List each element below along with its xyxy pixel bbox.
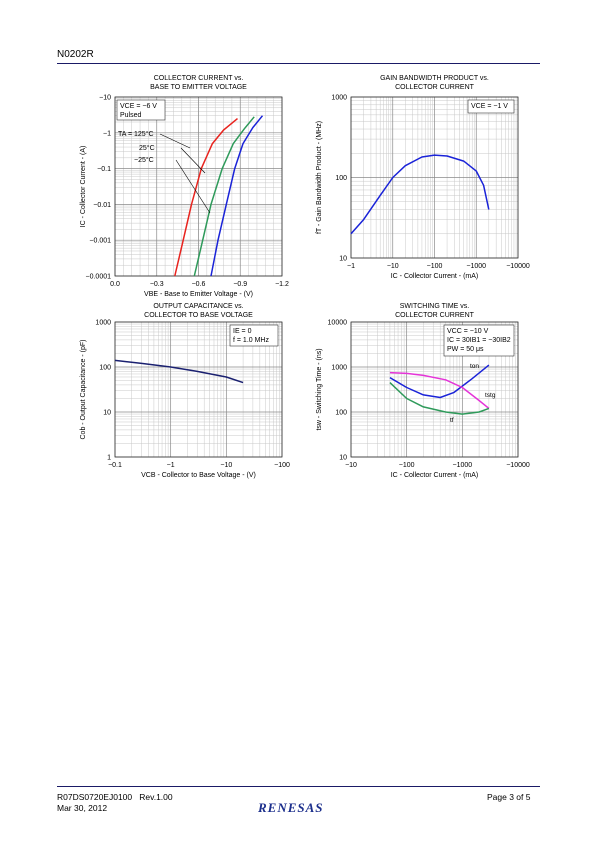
x-axis-label: VCB - Collector to Base Voltage - (V) <box>141 472 256 479</box>
chart-cob-vcb: −0.1 −1 −10 −100 1 10 100 1000 OUTPUT CAPACITANC… <box>80 303 290 479</box>
condition-text: IE = 0 <box>233 328 252 335</box>
chart-sw-ic: −10 −100 −1000 −10000 10 100 1000 10000 SWITCHIN… <box>316 303 530 479</box>
y-tick-label: 10 <box>339 455 347 462</box>
chart-title: COLLECTOR CURRENT <box>395 84 475 91</box>
series-label: −25°C <box>134 156 154 164</box>
chart-title: COLLECTOR CURRENT vs. <box>154 75 244 82</box>
chart-title: OUTPUT CAPACITANCE vs. <box>153 303 243 310</box>
footer-doc-info: R07DS0720EJ0100 Rev.1.00 Mar 30, 2012 <box>57 792 173 814</box>
chart-title: SWITCHING TIME vs. <box>400 303 470 310</box>
y-tick-label: −10 <box>99 95 111 102</box>
series-line-125°C <box>174 118 238 277</box>
chart-title: COLLECTOR CURRENT <box>395 312 475 319</box>
y-tick-label: 10 <box>103 410 111 417</box>
x-tick-label: −0.3 <box>150 281 164 288</box>
x-tick-label: −1 <box>167 462 175 469</box>
series-label: tf <box>450 417 454 424</box>
x-tick-label: −10000 <box>506 263 530 270</box>
y-tick-label: −0.1 <box>97 166 111 173</box>
doc-date: Mar 30, 2012 <box>57 803 108 813</box>
x-tick-label: −100 <box>399 462 415 469</box>
y-tick-label: −0.01 <box>93 202 111 209</box>
footer-rule <box>57 786 540 787</box>
y-tick-label: −0.001 <box>89 238 111 245</box>
y-tick-label: 10000 <box>328 320 348 327</box>
x-tick-label: −1000 <box>452 462 472 469</box>
conditions-box <box>467 99 515 114</box>
y-tick-label: 1000 <box>331 95 347 102</box>
series-label: tstg <box>485 392 496 399</box>
plot-frame <box>350 96 519 259</box>
part-number: N0202R <box>57 49 94 60</box>
condition-text: VCC = −10 V <box>447 328 489 335</box>
series-line-ton <box>389 364 490 399</box>
doc-number: R07DS0720EJ0100 <box>57 792 133 802</box>
x-tick-label: −10000 <box>506 462 530 469</box>
chart-title: GAIN BANDWIDTH PRODUCT vs. <box>380 75 489 82</box>
x-tick-label: −10 <box>387 263 399 270</box>
condition-text: PW = 50 μs <box>447 346 484 353</box>
y-axis-label: Cob - Output Capacitance - (pF) <box>80 340 87 440</box>
x-tick-label: −1000 <box>466 263 486 270</box>
x-tick-label: −10 <box>345 462 357 469</box>
series-line-25°C <box>193 116 255 277</box>
x-tick-label: −1 <box>347 263 355 270</box>
conditions-box <box>229 324 279 347</box>
condition-text: f = 1.0 MHz <box>233 337 269 344</box>
series-label: 25°C <box>139 144 155 152</box>
chart-title: BASE TO EMITTER VOLTAGE <box>150 84 247 91</box>
series-line-data <box>114 359 244 384</box>
conditions-box <box>116 99 166 121</box>
condition-text: VCE = −6 V <box>120 103 157 110</box>
plot-frame <box>350 321 519 458</box>
y-tick-label: 100 <box>335 410 347 417</box>
series-leader-line <box>159 133 191 149</box>
x-tick-label: −100 <box>427 263 443 270</box>
series-leader-line <box>175 159 211 214</box>
x-tick-label: 0.0 <box>110 281 120 288</box>
condition-text: Pulsed <box>120 112 142 119</box>
y-tick-label: 1000 <box>331 365 347 372</box>
condition-text: VCE = −1 V <box>471 103 508 110</box>
y-axis-label: tsw - Switching Time - (ns) <box>316 348 323 430</box>
y-tick-label: 10 <box>339 256 347 263</box>
x-tick-label: −100 <box>274 462 290 469</box>
y-tick-label: −0.0001 <box>86 274 112 281</box>
plot-frame <box>114 321 283 458</box>
x-tick-label: −0.1 <box>108 462 122 469</box>
series-label: TA = 125°C <box>118 130 154 138</box>
y-axis-label: fT - Gain Bandwidth Product - (MHz) <box>316 121 323 234</box>
plot-frame <box>114 96 283 277</box>
chart-title: COLLECTOR TO BASE VOLTAGE <box>144 312 253 319</box>
x-tick-label: −1.2 <box>275 281 289 288</box>
y-tick-label: 100 <box>335 175 347 182</box>
x-tick-label: −10 <box>220 462 232 469</box>
series-line-−25°C <box>210 115 264 277</box>
renesas-logo: RENESAS <box>258 800 324 815</box>
conditions-box <box>443 324 515 357</box>
y-axis-label: IC - Collector Current - (A) <box>80 146 87 228</box>
series-line-tstg <box>389 371 490 409</box>
x-axis-label: IC - Collector Current - (mA) <box>391 273 479 280</box>
series-leader-line <box>180 147 206 174</box>
x-axis-label: IC - Collector Current - (mA) <box>391 472 479 479</box>
page-number: Page 3 of 5 <box>487 792 531 802</box>
x-axis-label: VBE - Base to Emitter Voltage - (V) <box>144 291 253 298</box>
chart-ft-ic: −1 −10 −100 −1000 −10000 10 100 1000 GAIN BANDWI… <box>316 75 530 280</box>
x-tick-label: −0.6 <box>192 281 206 288</box>
y-tick-label: 1000 <box>95 320 111 327</box>
y-tick-label: 100 <box>99 365 111 372</box>
series-label: ton <box>470 363 479 370</box>
y-tick-label: −1 <box>103 130 111 137</box>
y-tick-label: 1 <box>107 455 111 462</box>
chart-ic-vbe: 0.0 −0.3 −0.6 −0.9 −1.2 −0.0001 −0.001 −0.01 −0.… <box>80 75 289 298</box>
header-rule <box>57 63 540 64</box>
x-tick-label: −0.9 <box>233 281 247 288</box>
condition-text: IC = 30IB1 = −30IB2 <box>447 337 511 344</box>
revision: Rev.1.00 <box>139 792 173 802</box>
series-line-tf <box>389 382 490 415</box>
series-line-data <box>350 154 490 235</box>
